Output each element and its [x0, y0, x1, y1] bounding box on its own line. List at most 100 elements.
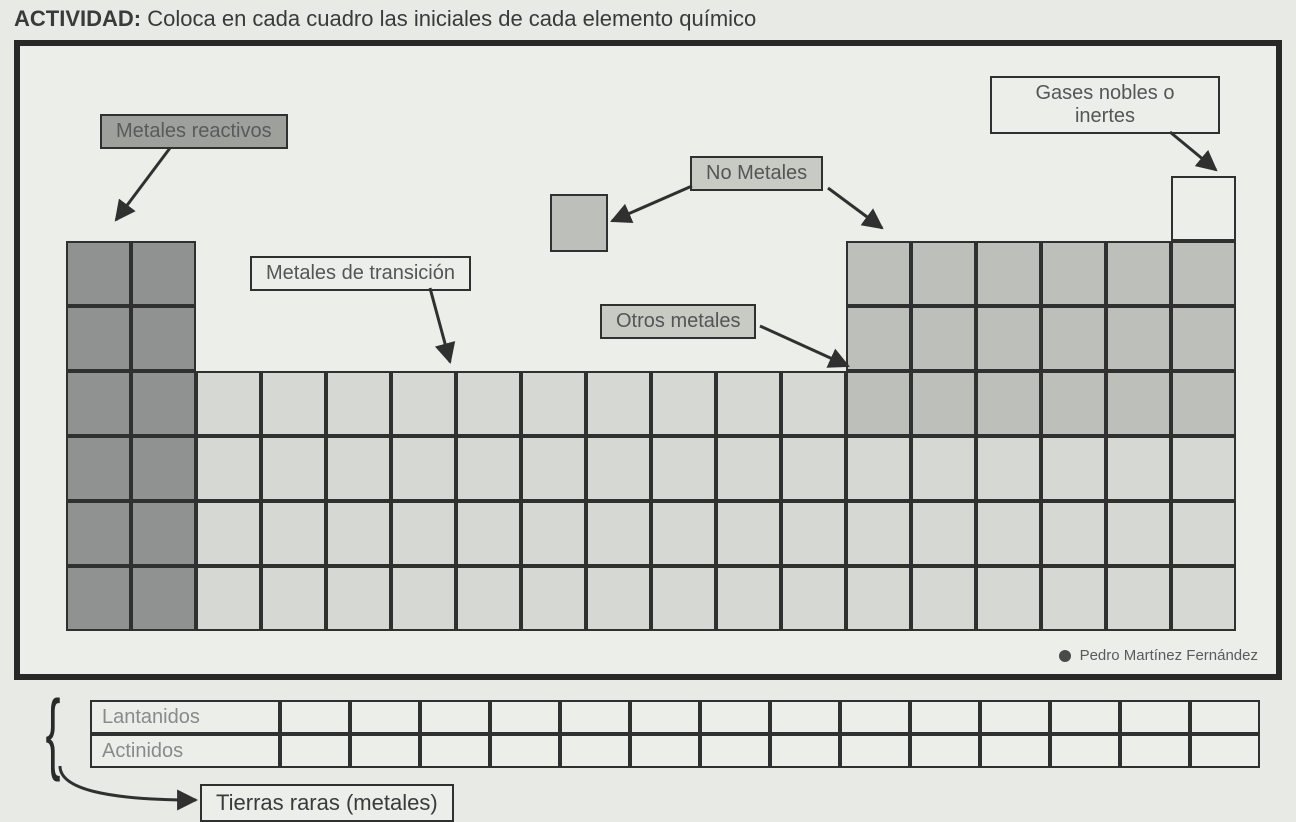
periodic-cell[interactable] — [976, 306, 1041, 371]
periodic-cell[interactable] — [781, 436, 846, 501]
periodic-cell[interactable] — [261, 371, 326, 436]
periodic-cell[interactable] — [846, 436, 911, 501]
rare-cell[interactable] — [1190, 700, 1260, 734]
rare-cell[interactable] — [980, 734, 1050, 768]
periodic-cell[interactable] — [261, 436, 326, 501]
rare-cell[interactable] — [420, 734, 490, 768]
periodic-cell[interactable] — [131, 501, 196, 566]
periodic-cell[interactable] — [131, 566, 196, 631]
rare-cell[interactable] — [1050, 734, 1120, 768]
rare-cell[interactable] — [840, 734, 910, 768]
rare-cell[interactable] — [350, 734, 420, 768]
periodic-cell[interactable] — [261, 566, 326, 631]
floating-cell[interactable] — [550, 194, 608, 252]
rare-cell[interactable] — [490, 734, 560, 768]
periodic-cell[interactable] — [66, 306, 131, 371]
periodic-cell[interactable] — [196, 501, 261, 566]
periodic-cell[interactable] — [976, 566, 1041, 631]
periodic-cell[interactable] — [781, 566, 846, 631]
periodic-cell[interactable] — [131, 371, 196, 436]
periodic-cell[interactable] — [66, 501, 131, 566]
periodic-cell[interactable] — [716, 436, 781, 501]
periodic-cell[interactable] — [716, 566, 781, 631]
rare-cell[interactable] — [420, 700, 490, 734]
periodic-cell[interactable] — [196, 566, 261, 631]
periodic-cell[interactable] — [586, 566, 651, 631]
periodic-cell[interactable] — [976, 436, 1041, 501]
periodic-cell[interactable] — [846, 371, 911, 436]
rare-cell[interactable] — [1190, 734, 1260, 768]
periodic-cell[interactable] — [1171, 241, 1236, 306]
periodic-cell[interactable] — [976, 241, 1041, 306]
rare-cell[interactable] — [560, 700, 630, 734]
periodic-cell[interactable] — [976, 371, 1041, 436]
periodic-cell[interactable] — [911, 306, 976, 371]
rare-cell[interactable] — [280, 734, 350, 768]
periodic-cell[interactable] — [66, 241, 131, 306]
periodic-cell[interactable] — [976, 501, 1041, 566]
periodic-cell[interactable] — [651, 501, 716, 566]
periodic-cell[interactable] — [651, 436, 716, 501]
periodic-cell[interactable] — [66, 436, 131, 501]
periodic-cell[interactable] — [846, 566, 911, 631]
periodic-cell[interactable] — [1171, 501, 1236, 566]
rare-cell[interactable] — [840, 700, 910, 734]
periodic-cell[interactable] — [781, 501, 846, 566]
periodic-cell[interactable] — [1041, 501, 1106, 566]
rare-cell[interactable] — [560, 734, 630, 768]
periodic-cell[interactable] — [456, 501, 521, 566]
periodic-cell[interactable] — [456, 436, 521, 501]
rare-cell[interactable] — [700, 700, 770, 734]
periodic-cell[interactable] — [911, 436, 976, 501]
periodic-cell[interactable] — [521, 566, 586, 631]
periodic-cell[interactable] — [196, 436, 261, 501]
periodic-cell[interactable] — [911, 371, 976, 436]
periodic-cell[interactable] — [131, 306, 196, 371]
rare-cell[interactable] — [630, 700, 700, 734]
rare-cell[interactable] — [490, 700, 560, 734]
rare-cell[interactable] — [1120, 734, 1190, 768]
periodic-cell[interactable] — [1171, 371, 1236, 436]
rare-cell[interactable] — [350, 700, 420, 734]
rare-cell[interactable] — [910, 700, 980, 734]
periodic-cell[interactable] — [521, 501, 586, 566]
periodic-cell[interactable] — [911, 241, 976, 306]
periodic-cell[interactable] — [391, 566, 456, 631]
rare-cell[interactable] — [1050, 700, 1120, 734]
rare-cell[interactable] — [980, 700, 1050, 734]
periodic-cell[interactable] — [1041, 306, 1106, 371]
periodic-cell[interactable] — [1106, 306, 1171, 371]
rare-cell[interactable] — [910, 734, 980, 768]
periodic-cell[interactable] — [651, 371, 716, 436]
periodic-cell[interactable] — [781, 371, 846, 436]
periodic-cell[interactable] — [716, 501, 781, 566]
periodic-cell[interactable] — [456, 566, 521, 631]
rare-cell[interactable] — [770, 734, 840, 768]
periodic-cell[interactable] — [456, 371, 521, 436]
rare-cell[interactable] — [630, 734, 700, 768]
periodic-cell[interactable] — [1106, 501, 1171, 566]
periodic-cell[interactable] — [586, 371, 651, 436]
periodic-cell[interactable] — [131, 436, 196, 501]
periodic-cell[interactable] — [196, 371, 261, 436]
periodic-cell[interactable] — [1171, 176, 1236, 241]
periodic-cell[interactable] — [846, 241, 911, 306]
periodic-cell[interactable] — [1041, 371, 1106, 436]
periodic-cell[interactable] — [521, 436, 586, 501]
periodic-cell[interactable] — [846, 306, 911, 371]
periodic-cell[interactable] — [1106, 436, 1171, 501]
periodic-cell[interactable] — [1041, 436, 1106, 501]
periodic-cell[interactable] — [326, 501, 391, 566]
periodic-cell[interactable] — [1171, 306, 1236, 371]
periodic-cell[interactable] — [521, 371, 586, 436]
periodic-cell[interactable] — [326, 371, 391, 436]
periodic-cell[interactable] — [586, 501, 651, 566]
periodic-cell[interactable] — [66, 566, 131, 631]
rare-cell[interactable] — [700, 734, 770, 768]
periodic-cell[interactable] — [131, 241, 196, 306]
periodic-cell[interactable] — [391, 371, 456, 436]
periodic-cell[interactable] — [391, 436, 456, 501]
periodic-cell[interactable] — [716, 371, 781, 436]
rare-cell[interactable] — [770, 700, 840, 734]
periodic-cell[interactable] — [651, 566, 716, 631]
